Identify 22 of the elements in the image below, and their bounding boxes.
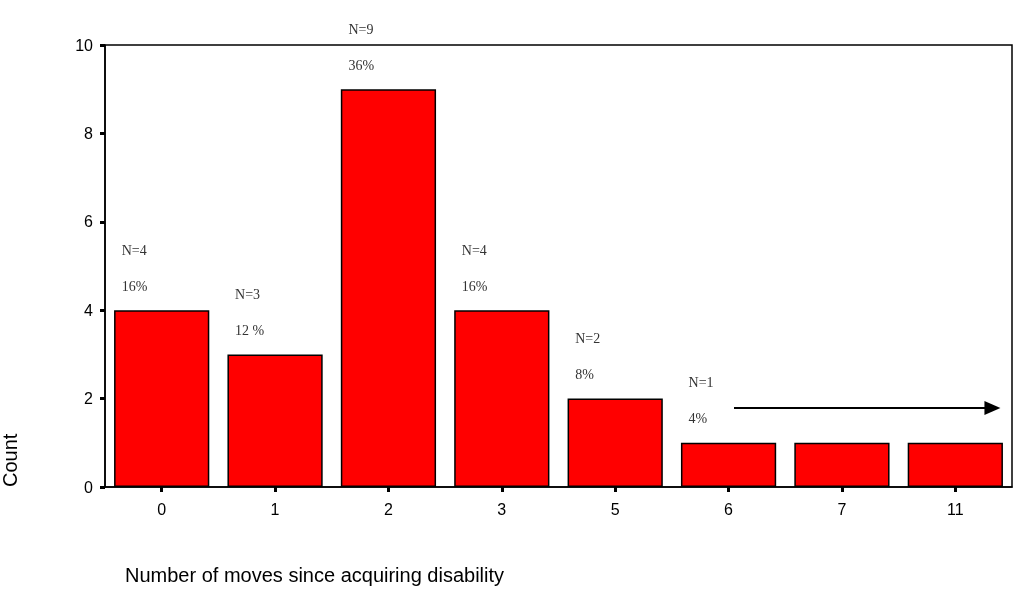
text: N=2 8% <box>575 331 601 383</box>
y-tick-label: 4 <box>84 301 94 319</box>
y-tick-label: 8 <box>84 124 94 142</box>
y-tick-label: 10 <box>75 36 94 54</box>
x-tick-label: 3 <box>497 500 507 518</box>
x-tick-label: 6 <box>724 500 734 518</box>
x-tick-label: 1 <box>270 500 280 518</box>
text: N=1 4% <box>688 375 714 427</box>
text: N=9 36% <box>348 21 375 73</box>
y-tick-label: 2 <box>84 390 94 408</box>
x-axis-title: Number of moves since acquiring disability <box>125 564 505 586</box>
x-tick-label: 2 <box>383 500 393 518</box>
x-tick-label: 0 <box>157 500 167 518</box>
y-axis-title: Count <box>0 433 21 487</box>
y-tick-label: 6 <box>84 213 94 231</box>
text: N=4 16% <box>461 242 488 294</box>
x-tick-label: 11 <box>947 500 964 518</box>
y-tick-label: 0 <box>84 478 94 496</box>
text: N=3 12 % <box>235 286 265 338</box>
x-tick-label: 5 <box>610 500 620 518</box>
text: N=4 16% <box>121 242 148 294</box>
x-tick-label: 7 <box>837 500 847 518</box>
